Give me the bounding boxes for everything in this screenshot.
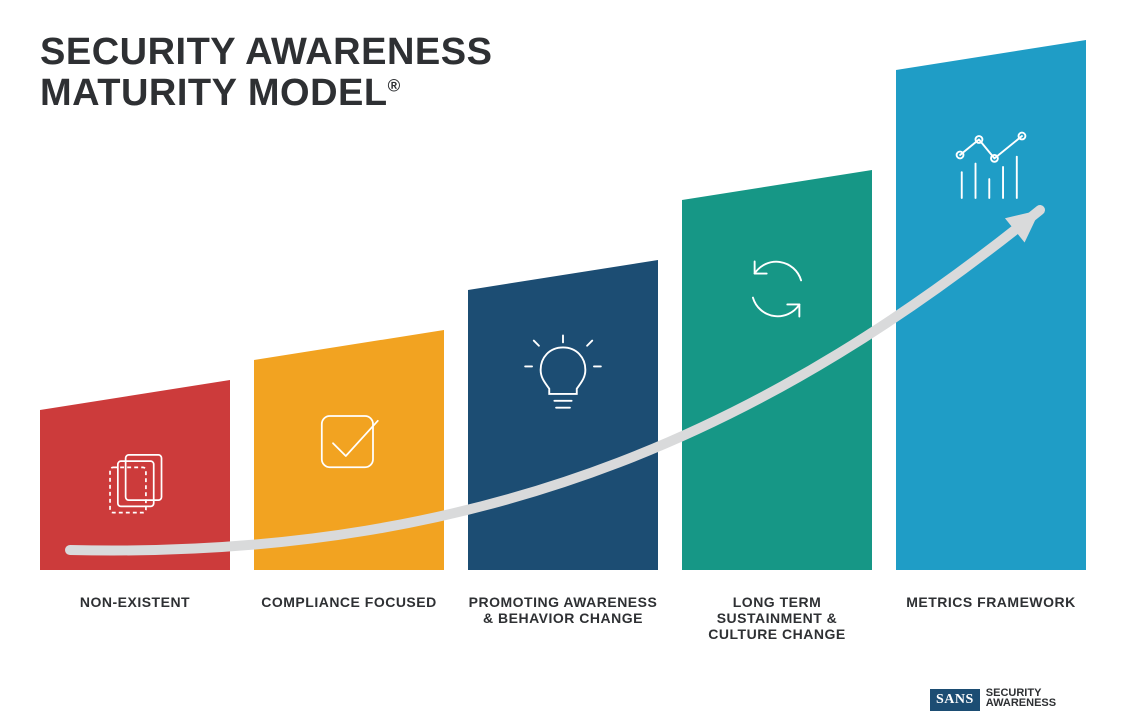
bar-label: NON-EXISTENT [40, 594, 230, 610]
maturity-bar [896, 40, 1086, 570]
metrics-icon [948, 124, 1034, 215]
maturity-bar [468, 260, 658, 570]
checkbox-icon [309, 400, 389, 485]
bar-label: PROMOTING AWARENESS & BEHAVIOR CHANGE [468, 594, 658, 626]
bar-label: METRICS FRAMEWORK [896, 594, 1086, 610]
maturity-bar-chart [40, 0, 1082, 570]
bar-label: COMPLIANCE FOCUSED [254, 594, 444, 610]
sans-logo: SANS SECURITYAWARENESS [930, 688, 1056, 711]
bar-label: LONG TERM SUSTAINMENT & CULTURE CHANGE [682, 594, 872, 642]
sans-logo-badge: SANS [930, 689, 980, 711]
lightbulb-icon [520, 332, 606, 423]
documents-icon [96, 444, 174, 527]
infographic-stage: SECURITY AWARENESS MATURITY MODEL® [0, 0, 1122, 726]
maturity-bar [254, 330, 444, 570]
sans-logo-text: SECURITYAWARENESS [986, 688, 1056, 709]
maturity-bar [682, 170, 872, 570]
cycle-icon [734, 246, 820, 337]
maturity-bar [40, 380, 230, 570]
